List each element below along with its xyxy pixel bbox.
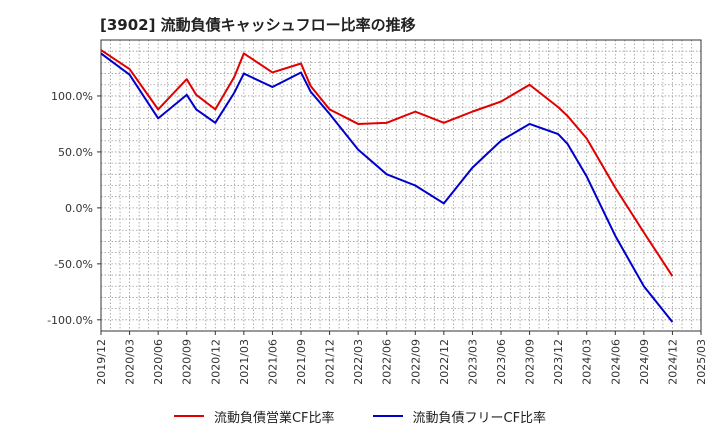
- x-tick-label: 2020/09: [181, 339, 194, 385]
- x-tick-label: 2023/09: [524, 339, 537, 385]
- x-tick-label: 2024/09: [638, 339, 651, 385]
- x-tick-label: 2022/06: [381, 339, 394, 385]
- legend-item-free-cf: 流動負債フリーCF比率: [372, 407, 547, 426]
- x-tick-label: 2022/03: [352, 339, 365, 385]
- x-tick-label: 2022/09: [409, 339, 422, 385]
- x-tick-label: 2024/06: [609, 339, 622, 385]
- x-tick-label: 2022/12: [438, 339, 451, 385]
- plot-background: [101, 40, 701, 331]
- series-line-0: [100, 49, 674, 277]
- legend-swatch-free-cf: [372, 415, 403, 417]
- legend-swatch-operating-cf: [173, 415, 204, 417]
- x-tick-label: 2025/03: [695, 339, 708, 385]
- grid-layer: [101, 40, 701, 331]
- x-tick-label: 2020/06: [152, 339, 165, 385]
- x-axis: 2019/12 2020/03 2020/06 2020/09 2020/12 2021/…: [95, 331, 708, 385]
- x-tick-label: 2020/03: [124, 339, 137, 385]
- legend-item-operating-cf: 流動負債営業CF比率: [173, 407, 335, 426]
- legend: 流動負債営業CF比率 流動負債フリーCF比率: [0, 404, 720, 428]
- y-tick-label: 0.0%: [65, 202, 93, 215]
- x-tick-label: 2021/06: [266, 339, 279, 385]
- x-tick-label: 2020/12: [209, 339, 222, 385]
- y-tick-label: 100.0%: [51, 90, 93, 103]
- x-tick-label: 2023/03: [466, 339, 479, 385]
- x-tick-label: 2019/12: [95, 339, 108, 385]
- x-tick-label: 2021/09: [295, 339, 308, 385]
- x-tick-label: 2021/03: [238, 339, 251, 385]
- chart-title: [3902] 流動負債キャッシュフロー比率の推移: [100, 16, 416, 34]
- y-tick-label: -100.0%: [47, 314, 93, 327]
- x-tick-label: 2023/12: [552, 339, 565, 385]
- legend-label-operating-cf: 流動負債営業CF比率: [213, 410, 335, 426]
- plot-frame: [100, 39, 702, 332]
- series-layer: [100, 49, 674, 323]
- y-tick-label: -50.0%: [54, 258, 93, 271]
- legend-label-free-cf: 流動負債フリーCF比率: [412, 410, 547, 426]
- x-tick-label: 2023/06: [495, 339, 508, 385]
- y-tick-label: 50.0%: [58, 146, 93, 159]
- x-tick-label: 2024/12: [666, 339, 679, 385]
- x-tick-label: 2024/03: [581, 339, 594, 385]
- series-line-1: [100, 52, 674, 323]
- y-axis: 100.0% 50.0% 0.0% -50.0% -100.0%: [47, 90, 101, 327]
- x-tick-label: 2021/12: [324, 339, 337, 385]
